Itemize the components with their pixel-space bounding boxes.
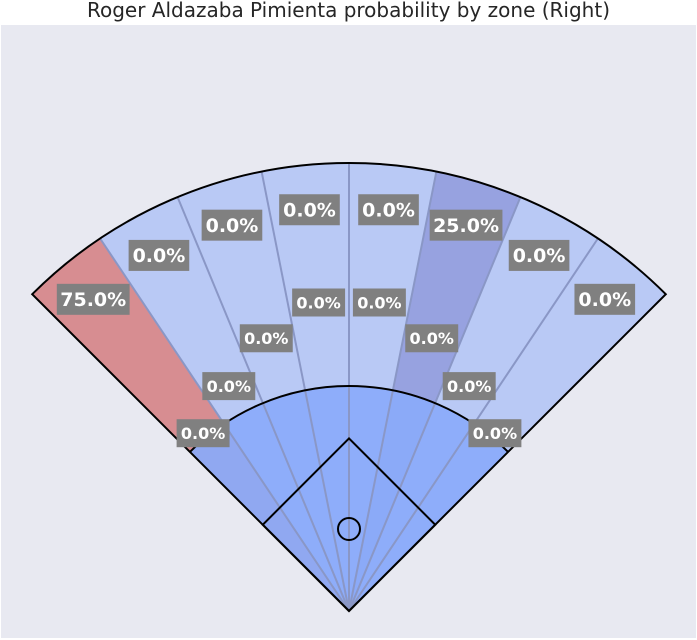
infield-label-2: 0.0% [202, 372, 256, 401]
infield-label-5-text: 0.0% [357, 293, 401, 312]
infield-label-3: 0.0% [239, 324, 293, 353]
outfield-label-3: 0.0% [201, 209, 263, 241]
infield-label-8: 0.0% [468, 419, 522, 448]
outfield-label-7-box [508, 239, 570, 271]
infield-label-1: 0.0% [176, 419, 230, 448]
outfield-label-6: 25.0% [429, 209, 503, 241]
infield-label-1-text: 0.0% [181, 424, 225, 443]
outfield-label-8: 0.0% [574, 283, 636, 315]
pitchers-mound [337, 517, 361, 541]
zone-divider [348, 171, 438, 612]
infield-label-6: 0.0% [405, 324, 459, 353]
zone-divider [348, 196, 522, 612]
infield-label-6-box [405, 324, 459, 353]
outfield-label-6-text: 25.0% [433, 215, 499, 237]
outfield-label-4-box [279, 194, 340, 226]
outfield-label-5-text: 0.0% [362, 200, 415, 222]
infield-label-4: 0.0% [292, 288, 346, 317]
infield-label-7: 0.0% [442, 372, 496, 401]
infield-label-6-text: 0.0% [410, 329, 454, 348]
infield-label-5-box [352, 288, 406, 317]
outfield-label-1: 75.0% [56, 283, 130, 315]
outfield-label-5: 0.0% [358, 194, 419, 226]
infield-label-2-text: 0.0% [207, 377, 251, 396]
outfield-label-1-text: 75.0% [60, 289, 126, 311]
infield-label-8-box [468, 419, 522, 448]
outfield-label-8-text: 0.0% [578, 289, 631, 311]
outfield-label-3-text: 0.0% [206, 215, 259, 237]
infield-label-3-box [239, 324, 293, 353]
outfield-label-4: 0.0% [279, 194, 340, 226]
outfield-fence [30, 161, 668, 613]
outfield-label-7: 0.0% [508, 239, 570, 271]
chart-title: Roger Aldazaba Pimienta probability by z… [86, 0, 611, 22]
infield-label-4-box [292, 288, 346, 317]
outfield-label-3-box [201, 209, 263, 241]
outfield-label-2-text: 0.0% [133, 245, 186, 267]
outfield-label-1-box [56, 283, 130, 315]
infield-label-8-text: 0.0% [473, 424, 517, 443]
infield-label-2-box [202, 372, 256, 401]
infield-label-3-text: 0.0% [244, 329, 288, 348]
infield-label-4-text: 0.0% [296, 293, 340, 312]
infield-diamond [261, 437, 437, 613]
outfield-label-6-box [429, 209, 503, 241]
outfield-label-4-text: 0.0% [283, 200, 336, 222]
outfield-label-2-box [128, 239, 190, 271]
infield-label-7-text: 0.0% [447, 377, 491, 396]
zone-divider [176, 196, 350, 612]
infield-label-5: 0.0% [352, 288, 406, 317]
infield-label-1-box [176, 419, 230, 448]
zone-divider [260, 171, 350, 612]
outfield-label-5-box [358, 194, 419, 226]
outfield-label-8-box [574, 283, 636, 315]
infield-label-7-box [442, 372, 496, 401]
outfield-label-7-text: 0.0% [513, 245, 566, 267]
outfield-label-2: 0.0% [128, 239, 190, 271]
